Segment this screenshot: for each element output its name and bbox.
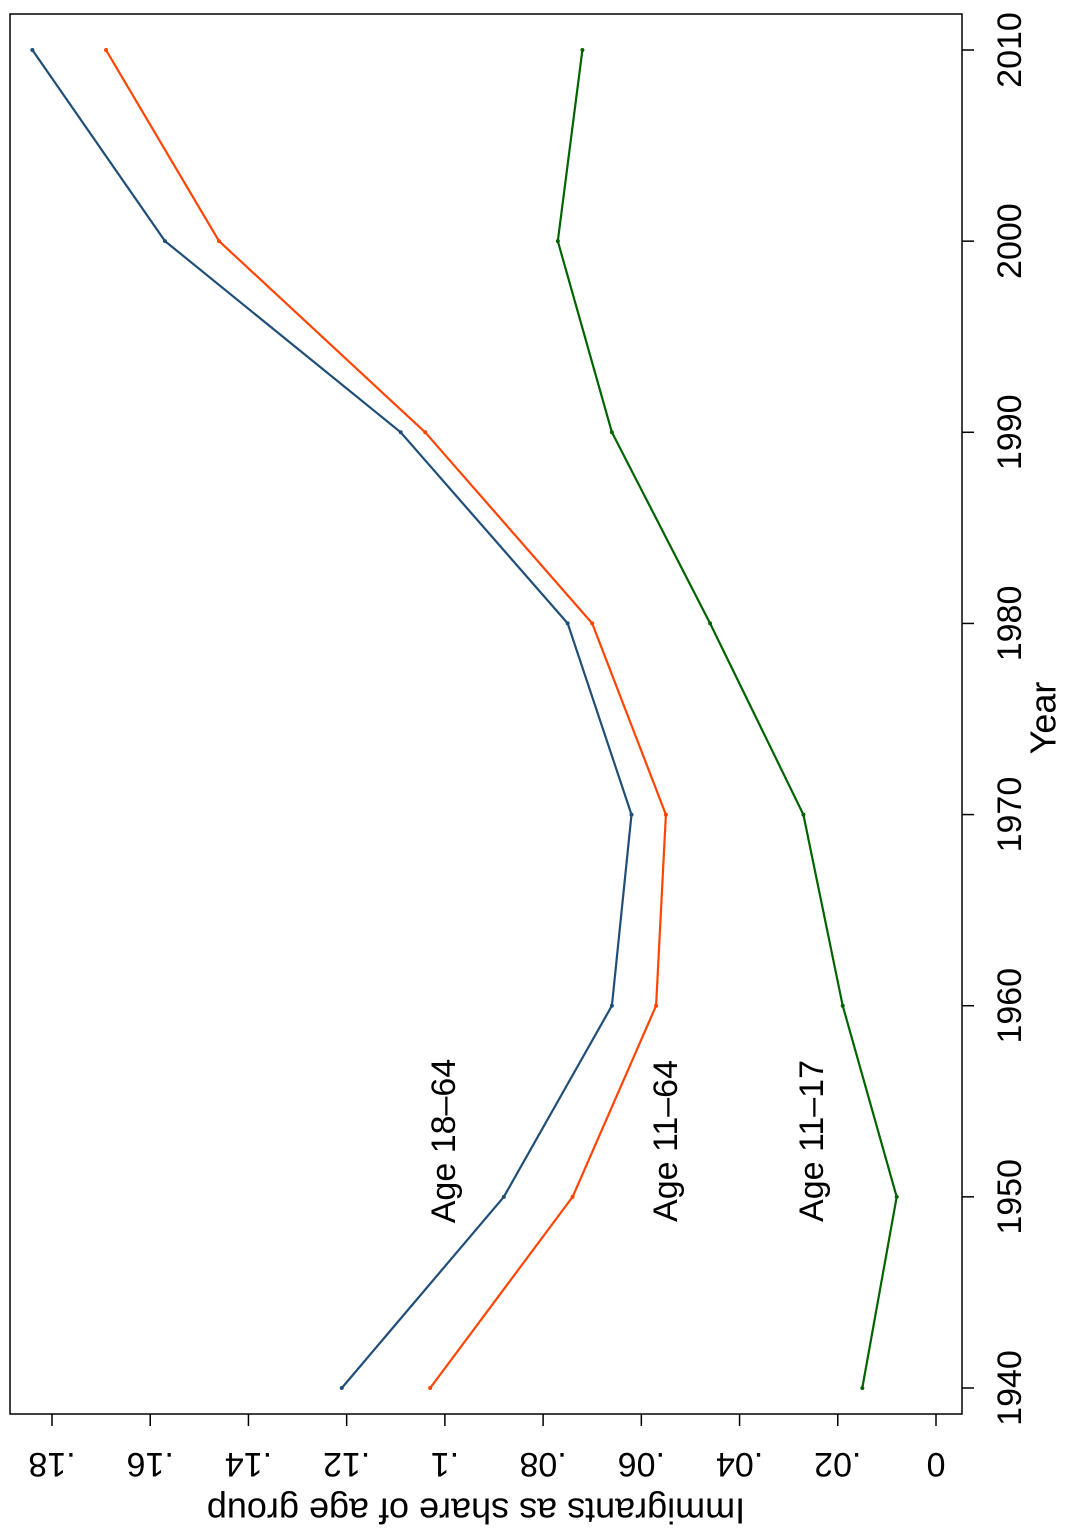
data-point-1-1940 [428, 1386, 433, 1390]
y-tick-label-.08: .08 [519, 1445, 566, 1483]
y-tick-label-.14: .14 [225, 1445, 272, 1483]
series-line-2 [556, 49, 898, 1389]
data-point-0-1950 [501, 1194, 506, 1199]
y-tick-label-0: 0 [927, 1445, 946, 1483]
data-point-0-2010 [30, 48, 35, 52]
data-point-1-1960 [654, 1003, 659, 1008]
data-point-2-1950 [894, 1194, 899, 1199]
axis-titles: Year Immigrants as share of age group [207, 682, 1064, 1532]
x-tick-label-1960: 1960 [991, 968, 1029, 1044]
data-point-2-1980 [708, 621, 713, 626]
x-tick-label-1950: 1950 [991, 1159, 1029, 1235]
y-tick-label-.12: .12 [323, 1445, 370, 1483]
x-axis: 1940 1950 1960 1970 1980 1990 2000 2010 [962, 12, 1029, 1426]
y-tick-label-.16: .16 [127, 1445, 174, 1483]
data-point-0-1990 [398, 430, 403, 435]
y-tick-label-.06: .06 [618, 1445, 665, 1483]
y-tick-label-.18: .18 [28, 1445, 75, 1483]
x-tick-label-1990: 1990 [991, 394, 1029, 470]
plot-area [9, 13, 963, 1415]
series-lines [30, 48, 899, 1390]
x-tick-label-2010: 2010 [991, 12, 1029, 88]
data-point-1-2000 [216, 239, 221, 244]
data-point-1-1970 [663, 812, 668, 817]
data-point-2-1940 [860, 1386, 865, 1390]
data-point-0-2000 [162, 239, 167, 244]
series-label-age-18-64: Age 18–64 [425, 1059, 463, 1224]
data-point-2-1990 [609, 430, 614, 435]
data-point-0-1980 [565, 621, 570, 626]
data-point-0-1940 [339, 1386, 344, 1390]
y-tick-label-.02: .02 [814, 1445, 861, 1483]
data-point-2-2010 [580, 48, 585, 52]
data-point-1-1980 [590, 621, 595, 626]
y-axis-title: Immigrants as share of age group [207, 1490, 745, 1531]
plot-border [9, 13, 963, 1415]
data-point-1-1950 [570, 1194, 575, 1199]
data-point-1-2010 [104, 48, 109, 52]
y-axis: 0 .02 .04 .06 .08 .1 .12 .14 .16 .18 [28, 1414, 945, 1483]
data-point-1-1990 [423, 430, 428, 435]
data-point-2-1960 [840, 1003, 845, 1008]
series-labels: Age 18–64 Age 11–64 Age 11–17 [425, 1059, 831, 1224]
x-tick-label-1940: 1940 [991, 1350, 1029, 1426]
x-axis-title: Year [1023, 682, 1064, 755]
y-tick-label-.1: .1 [431, 1445, 459, 1483]
data-point-0-1970 [629, 812, 634, 817]
series-line-0 [31, 49, 633, 1389]
series-line-1 [105, 49, 668, 1389]
y-tick-label-.04: .04 [716, 1445, 763, 1483]
data-point-2-2000 [555, 239, 560, 244]
data-point-2-1970 [801, 812, 806, 817]
x-tick-label-2000: 2000 [991, 203, 1029, 279]
series-label-age-11-64: Age 11–64 [647, 1060, 685, 1222]
x-tick-label-1980: 1980 [991, 586, 1029, 662]
data-point-0-1960 [609, 1003, 614, 1008]
x-tick-label-1970: 1970 [991, 777, 1029, 853]
series-label-age-11-17: Age 11–17 [793, 1060, 831, 1222]
